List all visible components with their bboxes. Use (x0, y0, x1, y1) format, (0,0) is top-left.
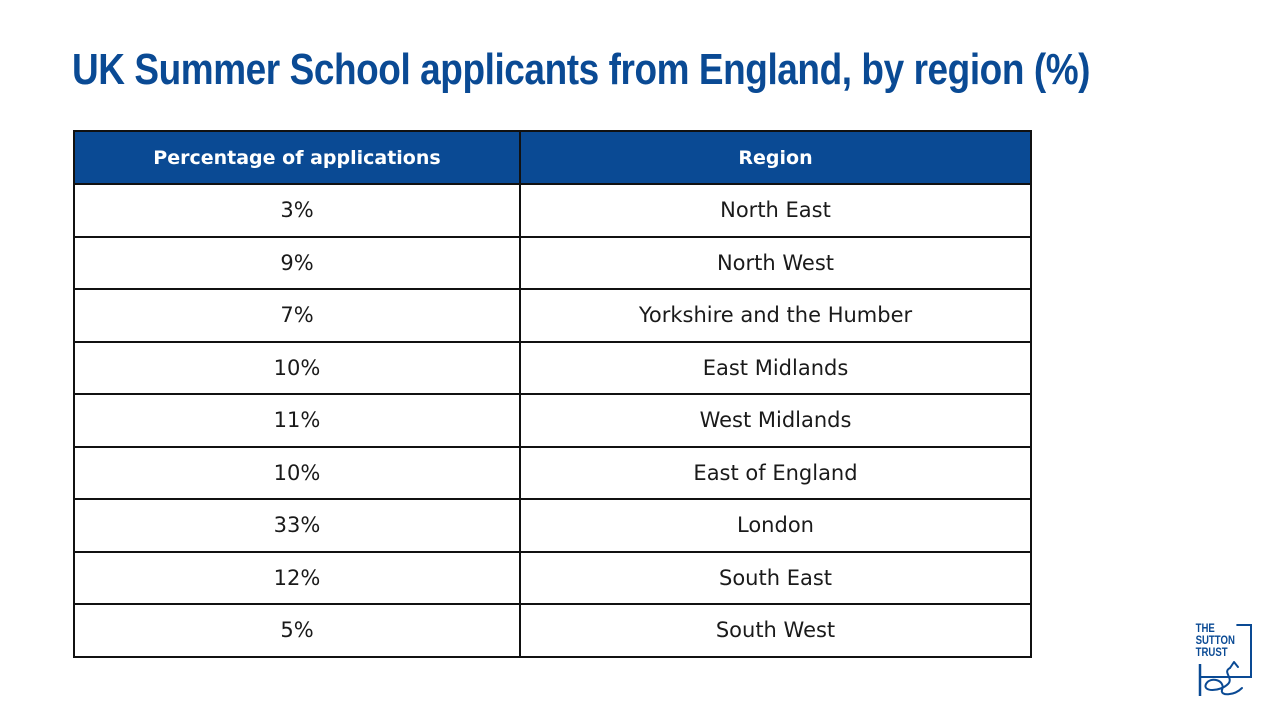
logo-swirl-icon (1198, 661, 1243, 696)
cell-region: South East (519, 550, 1032, 605)
header-region: Region (519, 130, 1032, 185)
cell-region: North East (519, 183, 1032, 238)
cell-region: East of England (519, 445, 1032, 500)
table-row: 10% East of England (73, 445, 1032, 500)
cell-region: West Midlands (519, 393, 1032, 448)
header-percentage: Percentage of applications (73, 130, 521, 185)
cell-region: South West (519, 603, 1032, 658)
table-row: 9% North West (73, 235, 1032, 290)
cell-percentage: 10% (73, 445, 521, 500)
logo-line-3: TRUST (1195, 645, 1228, 659)
table-row: 5% South West (73, 603, 1032, 658)
cell-region: Yorkshire and the Humber (519, 288, 1032, 343)
cell-region: East Midlands (519, 340, 1032, 395)
region-table: Percentage of applications Region 3% Nor… (73, 130, 1032, 658)
logo-line-1: THE (1195, 621, 1215, 635)
table-row: 7% Yorkshire and the Humber (73, 288, 1032, 343)
logo-wordmark: THE SUTTON TRUST (1194, 622, 1237, 659)
table-row: 3% North East (73, 183, 1032, 238)
cell-percentage: 12% (73, 550, 521, 605)
table-row: 33% London (73, 498, 1032, 553)
cell-percentage: 10% (73, 340, 521, 395)
sutton-trust-logo: THE SUTTON TRUST (1194, 622, 1256, 700)
table-row: 10% East Midlands (73, 340, 1032, 395)
slide-title: UK Summer School applicants from England… (72, 45, 1091, 94)
cell-percentage: 7% (73, 288, 521, 343)
cell-percentage: 11% (73, 393, 521, 448)
table-row: 11% West Midlands (73, 393, 1032, 448)
cell-percentage: 33% (73, 498, 521, 553)
logo-line-2: SUTTON (1195, 633, 1235, 647)
cell-percentage: 3% (73, 183, 521, 238)
cell-percentage: 5% (73, 603, 521, 658)
table-row: 12% South East (73, 550, 1032, 605)
cell-region: London (519, 498, 1032, 553)
table-header-row: Percentage of applications Region (73, 130, 1032, 185)
cell-percentage: 9% (73, 235, 521, 290)
cell-region: North West (519, 235, 1032, 290)
